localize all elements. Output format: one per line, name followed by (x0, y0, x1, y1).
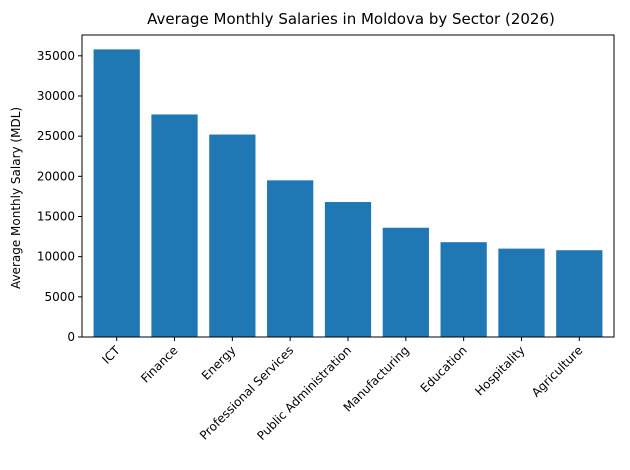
y-tick-label: 20000 (37, 169, 75, 183)
x-tick-label: Finance (138, 343, 180, 385)
y-tick-label: 35000 (37, 49, 75, 63)
x-tick-label: Professional Services (197, 343, 296, 442)
bar-professional-services (267, 180, 314, 337)
y-tick-label: 25000 (37, 129, 75, 143)
y-axis-label: Average Monthly Salary (MDL) (9, 107, 23, 289)
bars-group (93, 49, 603, 337)
bar-agriculture (556, 250, 603, 337)
y-tick-label: 15000 (37, 209, 75, 223)
x-tick-label: ICT (99, 343, 123, 367)
bar-finance (151, 114, 198, 337)
bar-education (440, 242, 487, 337)
y-axis-ticks: 0 5000 10000 15000 20000 25000 30000 35000 (37, 49, 82, 344)
y-tick-label: 10000 (37, 250, 75, 264)
bar-public-administration (324, 202, 372, 337)
y-tick-label: 0 (67, 330, 75, 344)
y-tick-label: 30000 (37, 89, 75, 103)
plot-frame (81, 34, 615, 338)
bar-ict (93, 49, 140, 337)
chart-title: Average Monthly Salaries in Moldova by S… (147, 10, 555, 28)
x-tick-label: Education (418, 343, 470, 395)
x-tick-label: Energy (199, 343, 239, 383)
bar-energy (209, 134, 256, 337)
x-tick-label: Public Administration (254, 343, 354, 443)
x-tick-label: Agriculture (529, 343, 586, 400)
bar-manufacturing (382, 227, 429, 337)
bar-hospitality (498, 248, 545, 337)
x-tick-label: Hospitality (472, 343, 527, 398)
y-tick-label: 5000 (44, 290, 75, 304)
